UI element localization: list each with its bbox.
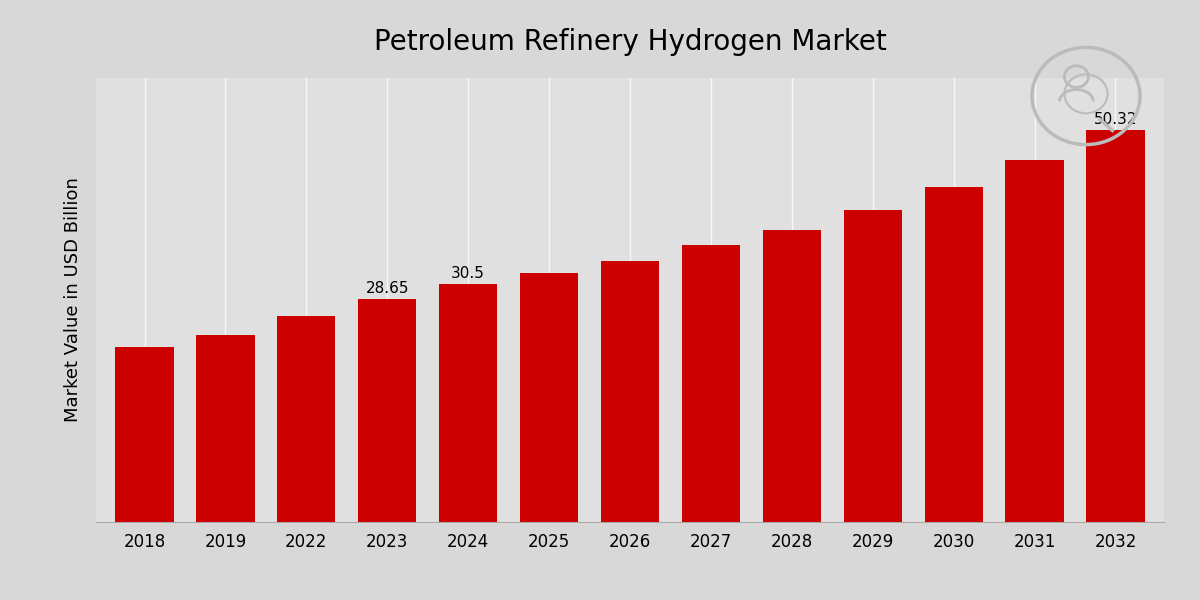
Title: Petroleum Refinery Hydrogen Market: Petroleum Refinery Hydrogen Market xyxy=(373,28,887,56)
Bar xyxy=(277,316,336,522)
Bar xyxy=(924,187,983,522)
Text: 50.32: 50.32 xyxy=(1093,112,1138,127)
Text: 30.5: 30.5 xyxy=(451,266,485,281)
Bar xyxy=(1006,160,1063,522)
Bar xyxy=(115,347,174,522)
Bar xyxy=(520,273,578,522)
Bar xyxy=(1086,130,1145,522)
Bar xyxy=(439,284,497,522)
Bar xyxy=(358,299,416,522)
Bar xyxy=(197,335,254,522)
Bar xyxy=(844,211,902,522)
Y-axis label: Market Value in USD Billion: Market Value in USD Billion xyxy=(64,178,82,422)
Bar xyxy=(682,245,740,522)
Bar xyxy=(601,261,659,522)
Bar xyxy=(763,230,821,522)
Text: 28.65: 28.65 xyxy=(366,281,409,296)
